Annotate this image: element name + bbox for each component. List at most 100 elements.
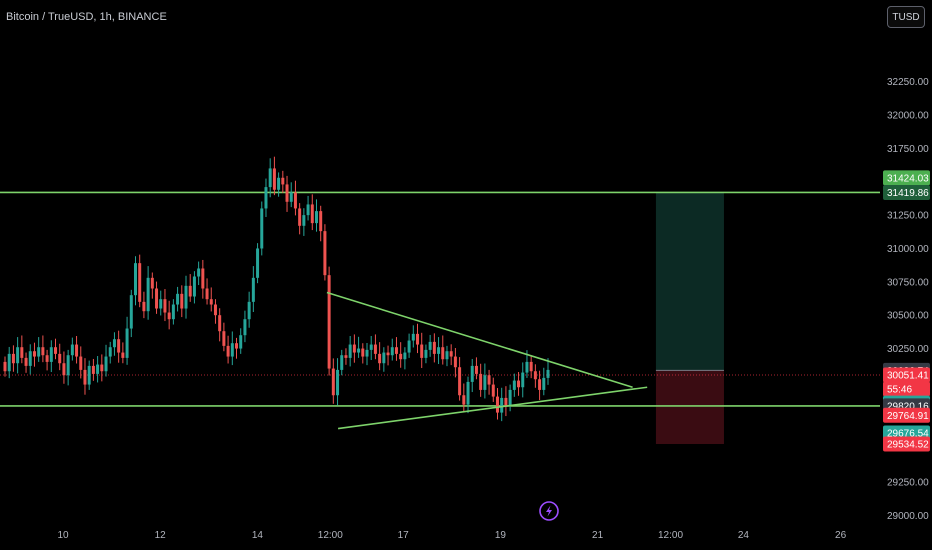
horizontal-lines [0, 191, 880, 407]
candle [167, 300, 171, 330]
candle [218, 308, 222, 342]
candle [538, 370, 542, 401]
candle [453, 348, 457, 378]
take-profit-zone[interactable] [655, 191, 724, 371]
candle [260, 201, 264, 256]
candle [235, 337, 239, 359]
candle [201, 259, 205, 299]
candle [369, 336, 373, 361]
lightning-icon[interactable] [539, 501, 559, 521]
candle [390, 338, 394, 361]
candle [163, 289, 167, 322]
x-tick-label: 19 [495, 530, 507, 541]
candle [420, 332, 424, 369]
candle [32, 342, 36, 367]
stop-loss-zone[interactable] [655, 370, 724, 445]
currency-button[interactable]: TUSD [887, 6, 925, 28]
candle [213, 299, 217, 324]
candle [474, 357, 478, 380]
candle [437, 337, 441, 365]
price-axis[interactable]: 32250.0032000.0031750.0031500.0031250.00… [887, 77, 929, 522]
candle [3, 356, 7, 377]
candle [41, 335, 45, 363]
candle [466, 376, 470, 414]
candle [268, 158, 272, 198]
candle [281, 170, 285, 193]
candle [517, 372, 521, 396]
price-tag: 30051.41 [883, 367, 930, 383]
candle [188, 274, 192, 302]
x-tick-label: 14 [252, 530, 264, 541]
candle [66, 349, 70, 386]
y-tick-label: 30250.00 [887, 344, 929, 355]
candle [378, 342, 382, 371]
candle [222, 322, 226, 352]
candle [314, 199, 318, 232]
trendlines[interactable] [326, 291, 648, 430]
candle [306, 195, 310, 221]
candle [542, 367, 546, 396]
candle [230, 331, 234, 366]
candle [247, 291, 251, 328]
svg-text:29764.91: 29764.91 [887, 411, 929, 422]
candle [104, 344, 108, 377]
candle [75, 336, 79, 364]
candle [298, 203, 302, 235]
candle [87, 360, 91, 390]
candle [243, 310, 247, 343]
candle [209, 287, 213, 312]
candle [441, 335, 445, 365]
candle [462, 383, 466, 412]
candle [96, 356, 100, 383]
candle [7, 346, 11, 379]
x-tick-label: 12:00 [658, 530, 683, 541]
candle [504, 386, 508, 417]
candle [138, 254, 142, 308]
y-tick-label: 30750.00 [887, 277, 929, 288]
candle [37, 337, 41, 362]
candle [83, 358, 87, 395]
candle [176, 286, 180, 312]
candle [310, 194, 314, 231]
svg-text:55:46: 55:46 [887, 385, 912, 396]
price-tag: 31419.86 [883, 184, 930, 200]
candle [192, 271, 196, 304]
candle [533, 364, 537, 388]
candle [45, 349, 49, 371]
candle [54, 338, 58, 360]
candle [171, 299, 175, 325]
candle [479, 363, 483, 397]
descending-resistance-trendline[interactable] [326, 291, 633, 389]
candle [512, 373, 516, 397]
candle [491, 377, 495, 402]
x-tick-label: 24 [738, 530, 750, 541]
price-tag: 29764.91 [883, 407, 930, 423]
candle [205, 278, 209, 305]
candle [264, 178, 268, 217]
candle [382, 347, 386, 372]
time-axis[interactable]: 10 12 14 12:00 17 19 21 12:00 24 26 [57, 530, 846, 541]
svg-text:29676.54: 29676.54 [887, 429, 929, 440]
candle [251, 266, 255, 312]
candle [487, 369, 491, 395]
price-tags: 31424.0331419.8630086.7430051.4155:46299… [883, 170, 930, 452]
candle [340, 349, 344, 376]
candle [24, 352, 28, 373]
ascending-support-trendline[interactable] [337, 386, 648, 430]
candle [416, 323, 420, 354]
candle [256, 243, 260, 284]
candle [146, 266, 150, 320]
candle [331, 358, 335, 404]
candle [323, 224, 327, 281]
candle [159, 290, 163, 316]
x-tick-label: 17 [398, 530, 410, 541]
candle [197, 261, 201, 286]
candle [361, 343, 365, 364]
y-tick-label: 32250.00 [887, 77, 929, 88]
candle [508, 384, 512, 412]
candle [521, 362, 525, 398]
price-tag: 31424.03 [883, 170, 930, 186]
candle [470, 358, 474, 393]
